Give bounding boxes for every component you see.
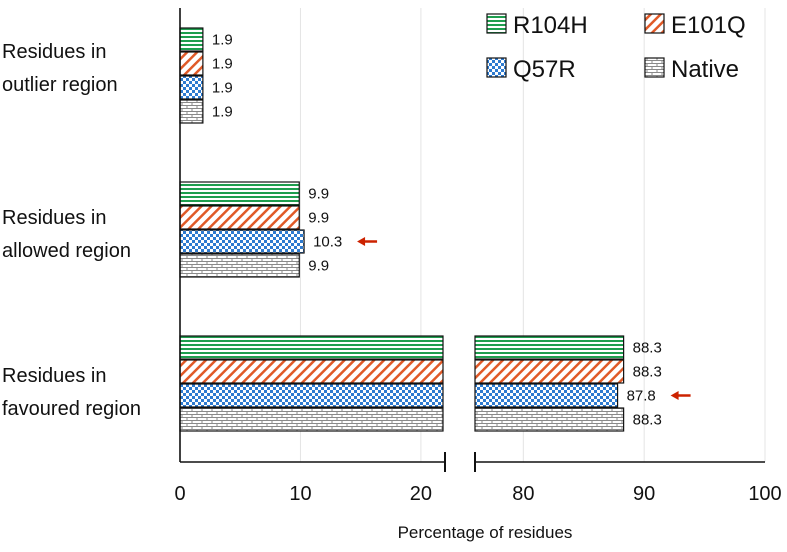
x-tick-label: 10 [289, 483, 311, 505]
legend-label: E101Q [671, 12, 746, 39]
bar-r104h-part1 [179, 335, 444, 360]
bar-r104h-part2 [474, 335, 625, 360]
legend-item-native: Native [644, 56, 739, 83]
highlight-arrow-icon [357, 237, 378, 246]
x-axis-title: Percentage of residues [398, 523, 573, 542]
x-tick-label: 0 [174, 483, 185, 505]
bar-e101q [179, 205, 300, 230]
data-label: 1.9 [212, 32, 233, 49]
data-label: 10.3 [313, 234, 342, 251]
x-tick-label: 100 [748, 483, 781, 505]
bar-native-part2 [474, 407, 625, 432]
labels: 1.9 9.9 88.3 1.9 9.9 88.3 1.9 10.3 87.8 1.9 9.9 88.… [2, 32, 782, 543]
category-label: Residues in [2, 207, 107, 229]
bar-q57r-part1 [179, 383, 444, 408]
bar-e101q [179, 51, 204, 76]
data-label: 1.9 [212, 80, 233, 97]
category-label: allowed region [2, 240, 131, 262]
legend-swatch [644, 13, 665, 34]
category-label: outlier region [2, 74, 118, 96]
x-tick-label: 80 [512, 483, 534, 505]
bar-q57r [179, 75, 204, 100]
bar-r104h [179, 181, 300, 206]
data-label: 88.3 [633, 340, 662, 357]
legend: R104H E101Q Q57R Native [486, 12, 746, 83]
bar-r104h [179, 27, 204, 52]
bars [179, 27, 625, 432]
legend-label: Native [671, 56, 739, 83]
highlight-arrow-icon [670, 391, 691, 400]
legend-item-e101q: E101Q [644, 12, 746, 39]
x-tick-label: 90 [633, 483, 655, 505]
legend-swatch [486, 57, 507, 78]
data-label: 1.9 [212, 56, 233, 73]
bar-q57r-part2 [474, 383, 619, 408]
arrow-head [670, 391, 679, 400]
data-label: 9.9 [308, 186, 329, 203]
category-label: Residues in [2, 41, 107, 63]
bar-native-part1 [179, 407, 444, 432]
data-label: 87.8 [627, 388, 656, 405]
bar-native [179, 99, 204, 124]
data-label: 88.3 [633, 412, 662, 429]
data-label: 9.9 [308, 258, 329, 275]
axes [179, 8, 765, 472]
category-label: favoured region [2, 398, 141, 420]
data-label: 9.9 [308, 210, 329, 227]
bar-q57r [179, 229, 305, 254]
legend-item-r104h: R104H [486, 12, 588, 39]
category-label: Residues in [2, 365, 107, 387]
arrow-head [357, 237, 366, 246]
data-label: 88.3 [633, 364, 662, 381]
legend-label: Q57R [513, 56, 576, 83]
legend-swatch [486, 13, 507, 34]
legend-item-q57r: Q57R [486, 56, 576, 83]
legend-label: R104H [513, 12, 588, 39]
x-tick-label: 20 [410, 483, 432, 505]
legend-swatch [644, 57, 665, 78]
bar-e101q-part2 [474, 359, 625, 384]
bar-e101q-part1 [179, 359, 444, 384]
data-label: 1.9 [212, 104, 233, 121]
bar-native [179, 253, 300, 278]
